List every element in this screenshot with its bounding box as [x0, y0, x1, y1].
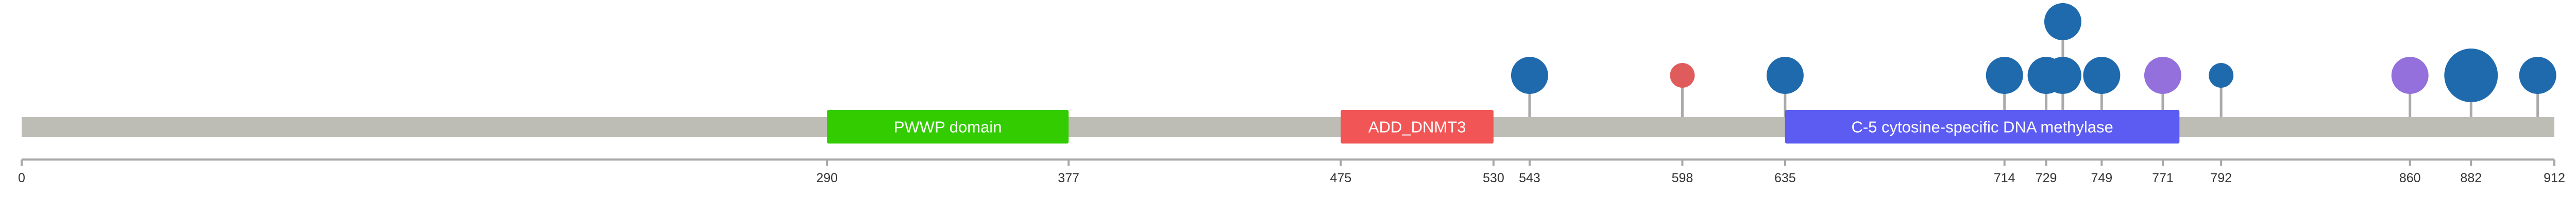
mutation-marker [1986, 57, 2023, 94]
heads-layer [1511, 3, 2556, 102]
axis-tick-label: 0 [18, 171, 25, 185]
domains-layer: PWWP domain ADD_DNMT3 C-5 cytosine-specifi… [827, 110, 2180, 144]
axis-tick-label: 714 [1994, 171, 2015, 185]
axis-tick-label: 543 [1519, 171, 1540, 185]
axis-tick-label: 912 [2544, 171, 2565, 185]
axis-tick-label: 377 [1058, 171, 1079, 185]
axis-tick-label: 290 [816, 171, 838, 185]
mutation-marker [2044, 57, 2081, 94]
axis-tick-label: 771 [2152, 171, 2174, 185]
mutation-marker [2444, 49, 2498, 102]
mutation-marker [1511, 57, 1548, 94]
mutation-marker [1766, 57, 1804, 94]
mutation-marker [2083, 57, 2121, 94]
axis-tick-label: 530 [1483, 171, 1504, 185]
mutation-marker [2391, 57, 2429, 94]
domain-label: PWWP domain [894, 118, 1002, 136]
domain-label: C-5 cytosine-specific DNA methylase [1851, 118, 2113, 136]
mutation-marker [2209, 63, 2234, 88]
axis-tick-label: 882 [2460, 171, 2482, 185]
axis-tick-label: 860 [2399, 171, 2421, 185]
domain-box [1341, 110, 1494, 144]
mutation-marker [2144, 57, 2181, 94]
axis-tick-label: 729 [2036, 171, 2057, 185]
axis-tick-label: 475 [1330, 171, 1352, 185]
axis-tick-label: 792 [2210, 171, 2232, 185]
domain-label: ADD_DNMT3 [1368, 118, 1466, 136]
mutation-marker [2044, 3, 2081, 40]
domain-box [1785, 110, 2180, 144]
axis-tick-label: 635 [1774, 171, 1796, 185]
mutation-marker [1670, 63, 1695, 88]
domain-box [827, 110, 1069, 144]
axis-tick-label: 749 [2091, 171, 2113, 185]
position-axis: 0 290 377 475 530 543 598 635 714 729 749 771 792 860… [18, 158, 2565, 185]
axis-tick-label: 598 [1672, 171, 1693, 185]
mutation-marker [2519, 57, 2556, 94]
